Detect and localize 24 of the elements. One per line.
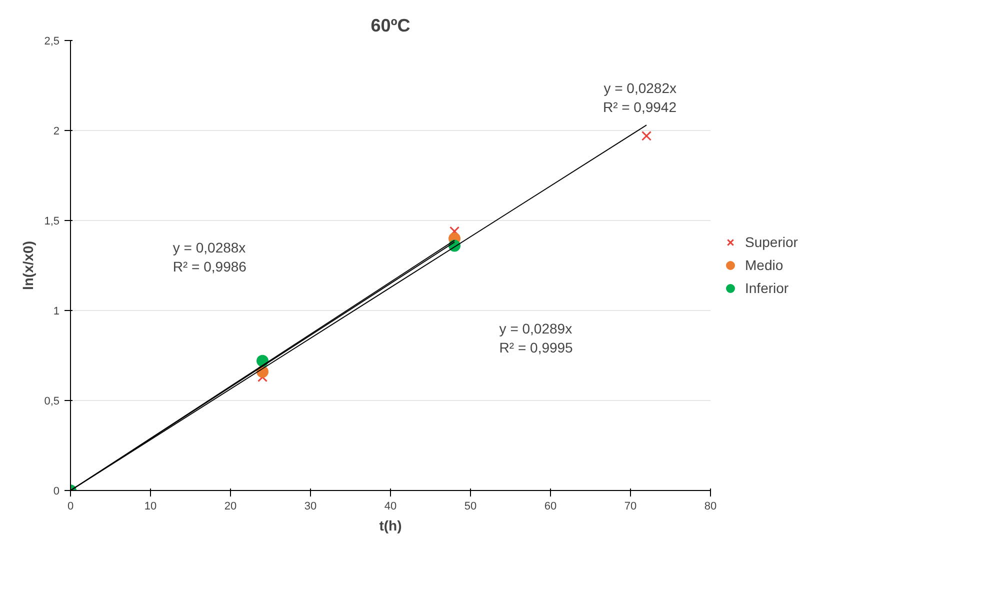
x-tick-label: 20 — [224, 500, 237, 512]
x-tick-label: 0 — [67, 500, 74, 512]
x-tick-label: 40 — [384, 500, 397, 512]
annotation: y = 0,0282x R² = 0,9942 — [602, 80, 677, 116]
x-tick-label: 80 — [704, 500, 717, 512]
y-tick-label: 1,5 — [44, 216, 60, 228]
y-tick-label: 2,5 — [44, 36, 60, 48]
y-tick-label: 0 — [53, 486, 60, 498]
y-tick-label: 0,5 — [44, 396, 60, 408]
y-axis-title: ln(x/x0) — [20, 240, 36, 290]
legend-label: Superior — [745, 234, 798, 250]
chart-title: 60ºC — [370, 16, 410, 36]
annotation: y = 0,0288x R² = 0,9986 — [172, 239, 247, 274]
y-tick-label: 2 — [53, 126, 60, 138]
x-tick-label: 50 — [464, 500, 477, 512]
legend-label: Inferior — [745, 280, 789, 296]
x-tick-label: 10 — [144, 500, 157, 512]
annotation: y = 0,0289x R² = 0,9995 — [499, 320, 574, 356]
x-tick-label: 60 — [544, 500, 557, 512]
x-tick-label: 70 — [624, 500, 637, 512]
y-tick-label: 1 — [53, 306, 60, 318]
legend-label: Medio — [745, 257, 784, 273]
x-axis-title: t(h) — [379, 518, 402, 534]
x-tick-label: 30 — [304, 500, 317, 512]
